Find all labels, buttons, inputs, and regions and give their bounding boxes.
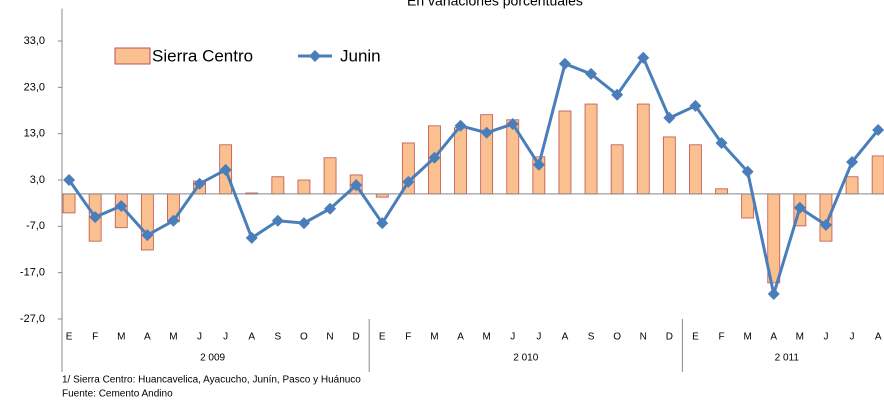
- x-tick-label: S: [588, 332, 595, 343]
- chart-subtitle: En variaciones porcentuales: [407, 0, 583, 9]
- bar: [558, 110, 572, 195]
- x-group-label: 2 010: [513, 353, 538, 364]
- bar: [480, 114, 494, 195]
- marker: [245, 231, 258, 244]
- marker: [454, 119, 467, 132]
- bar: [610, 144, 624, 195]
- line: [67, 54, 880, 295]
- bar: [871, 155, 884, 195]
- x-tick-label: O: [300, 332, 308, 343]
- bar: [323, 157, 337, 195]
- marker: [689, 99, 702, 112]
- x-tick-label: N: [640, 332, 647, 343]
- marker: [819, 218, 832, 231]
- marker: [480, 126, 493, 139]
- marker: [63, 174, 76, 187]
- bar: [62, 193, 76, 214]
- marker: [532, 158, 545, 171]
- x-tick-label: N: [326, 332, 333, 343]
- note: 1/ Sierra Centro: Huancavelica, Ayacucho…: [62, 375, 361, 386]
- x-tick-label: M: [117, 332, 125, 343]
- x-tick-label: A: [770, 332, 777, 343]
- marker: [767, 287, 780, 300]
- marker: [637, 51, 650, 64]
- x-tick-label: A: [562, 332, 569, 343]
- x-tick-label: A: [875, 332, 882, 343]
- bar: [140, 193, 154, 251]
- x-tick-label: E: [66, 332, 73, 343]
- x-tick-label: A: [457, 332, 464, 343]
- marker: [167, 214, 180, 227]
- x-tick-label: J: [850, 332, 855, 343]
- y-tick-label: 23,0: [24, 81, 45, 93]
- marker: [115, 199, 128, 212]
- x-tick-label: M: [796, 332, 804, 343]
- note: Fuente: Cemento Andino: [62, 389, 173, 400]
- bar: [297, 179, 311, 195]
- x-tick-label: M: [169, 332, 177, 343]
- x-tick-label: M: [743, 332, 751, 343]
- marker: [324, 202, 337, 215]
- marker: [141, 229, 154, 242]
- legend-swatch: [114, 47, 151, 65]
- x-tick-label: D: [666, 332, 673, 343]
- bar: [636, 103, 650, 195]
- x-tick-label: F: [92, 332, 98, 343]
- x-tick-label: F: [405, 332, 411, 343]
- x-group-label: 2 009: [200, 353, 225, 364]
- marker: [428, 151, 441, 164]
- y-tick-label: -7,0: [26, 220, 45, 232]
- x-tick-label: J: [197, 332, 202, 343]
- legend-label: Sierra Centro: [152, 46, 253, 65]
- marker: [663, 111, 676, 124]
- marker: [506, 117, 519, 130]
- bar: [271, 176, 285, 195]
- marker: [611, 88, 624, 101]
- marker: [89, 211, 102, 224]
- x-tick-label: M: [482, 332, 490, 343]
- x-tick-label: O: [613, 332, 621, 343]
- x-tick-label: A: [248, 332, 255, 343]
- marker: [741, 165, 754, 178]
- x-tick-label: M: [430, 332, 438, 343]
- marker: [715, 136, 728, 149]
- x-tick-label: J: [510, 332, 515, 343]
- x-tick-label: S: [275, 332, 282, 343]
- marker: [402, 175, 415, 188]
- x-tick-label: J: [223, 332, 228, 343]
- y-tick-label: -17,0: [20, 267, 45, 279]
- bar: [715, 188, 728, 195]
- y-tick-label: -27,0: [20, 313, 45, 325]
- x-tick-label: E: [379, 332, 386, 343]
- marker: [846, 155, 859, 168]
- marker: [271, 214, 284, 227]
- y-tick-label: 13,0: [24, 128, 45, 140]
- x-tick-label: F: [718, 332, 724, 343]
- marker: [193, 177, 206, 190]
- marker: [793, 201, 806, 214]
- x-tick-label: J: [823, 332, 828, 343]
- x-tick-label: A: [144, 332, 151, 343]
- marker: [376, 217, 389, 230]
- x-tick-label: E: [692, 332, 699, 343]
- marker: [872, 123, 884, 136]
- bar: [689, 144, 702, 195]
- bar: [845, 176, 859, 195]
- legend-label: Junin: [340, 46, 381, 65]
- bar: [584, 103, 598, 195]
- bar: [662, 136, 676, 195]
- legend-marker: [309, 50, 321, 62]
- marker: [558, 57, 571, 70]
- marker: [219, 163, 232, 176]
- y-tick-label: 3,0: [30, 174, 45, 186]
- bar: [454, 127, 467, 195]
- y-tick-label: 33,0: [24, 35, 45, 47]
- x-group-label: 2 011: [775, 353, 800, 364]
- x-tick-label: D: [353, 332, 360, 343]
- marker: [297, 217, 310, 230]
- marker: [350, 179, 363, 192]
- x-tick-label: J: [536, 332, 541, 343]
- marker: [585, 67, 598, 80]
